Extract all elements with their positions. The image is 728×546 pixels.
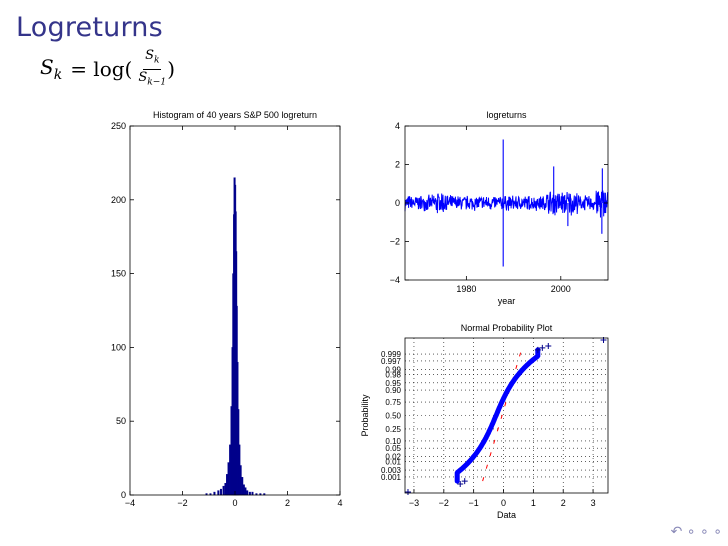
histogram-xtick-label: 4 (337, 498, 342, 508)
npp-ytick-label: 0.01 (385, 458, 401, 467)
npp-ytick-label: 0.997 (381, 357, 402, 366)
timeseries-ytick-label: −2 (390, 237, 400, 247)
histogram-bar (213, 491, 216, 496)
timeseries-ytick-label: −4 (390, 275, 400, 285)
npp-reference-line (482, 349, 522, 482)
npp-data-curve (454, 347, 541, 484)
npp-xlabel: Data (497, 510, 516, 520)
histogram-ytick-label: 250 (111, 121, 126, 131)
npp-xtick-label: 3 (591, 498, 596, 508)
histogram-ytick-label: 100 (111, 342, 126, 352)
npp-xtick-label: −1 (469, 498, 479, 508)
timeseries-xlabel: year (498, 296, 516, 306)
npp-ytick-label: 0.999 (381, 350, 402, 359)
npp-tail-marker (539, 344, 546, 351)
npp-xtick-label: −3 (409, 498, 419, 508)
npp-ylabel: Probability (360, 394, 370, 437)
timeseries-ytick-label: 2 (395, 160, 400, 170)
histogram-ytick-label: 0 (121, 490, 126, 500)
npp-xtick-label: −2 (439, 498, 449, 508)
histogram-xtick-label: −2 (177, 498, 187, 508)
normal-probability-plot: Normal Probability Plot0.0010.0030.010.0… (360, 323, 609, 520)
npp-ytick-label: 0.99 (385, 365, 401, 374)
formula-log: = log( (70, 57, 133, 82)
timeseries-ytick-label: 0 (395, 198, 400, 208)
npp-outlier-marker (404, 489, 411, 496)
formula-fraction: Sk Sk−1 (138, 48, 167, 88)
histogram-bar (251, 491, 254, 496)
npp-xtick-label: 2 (561, 498, 566, 508)
navigation-icons[interactable]: ↶ ∘ ∘ ∘ (670, 524, 722, 540)
logreturn-formula: Sk = log( Sk Sk−1 ) (40, 48, 175, 90)
formula-lhs: Sk (40, 55, 63, 84)
timeseries-ytick-label: 4 (395, 121, 400, 131)
npp-title: Normal Probability Plot (461, 323, 553, 333)
npp-ytick-label: 0.003 (381, 466, 402, 475)
histogram-bar (219, 488, 222, 496)
histogram-bar (224, 482, 227, 496)
npp-tail-marker (461, 478, 468, 485)
timeseries-title: logreturns (486, 110, 527, 120)
npp-ytick-label: 0.25 (385, 425, 401, 434)
npp-ytick-label: 0.50 (385, 412, 401, 421)
histogram-bar (222, 485, 225, 496)
npp-tail-marker (545, 342, 552, 349)
npp-ytick-label: 0.75 (385, 398, 401, 407)
npp-xtick-label: 1 (531, 498, 536, 508)
histogram-bar (242, 484, 245, 496)
histogram-bar (241, 477, 244, 496)
npp-ytick-label: 0.02 (385, 452, 401, 461)
histogram-bar (239, 465, 242, 496)
npp-tail-marker (534, 346, 541, 353)
formula-close: ) (167, 57, 175, 82)
npp-ytick-label: 0.98 (385, 371, 401, 380)
histogram-xtick-label: 2 (285, 498, 290, 508)
histogram-ytick-label: 150 (111, 269, 126, 279)
npp-xtick-label: 0 (501, 498, 506, 508)
slide-title: Logreturns (16, 12, 163, 43)
npp-ytick-label: 0.95 (385, 379, 401, 388)
timeseries-xtick-label: 1980 (456, 284, 476, 294)
histogram-bar (226, 474, 229, 496)
npp-axes-box (404, 337, 609, 494)
timeseries-xtick-label: 2000 (551, 284, 571, 294)
histogram-ytick-label: 50 (116, 416, 126, 426)
histogram-title: Histogram of 40 years S&P 500 logreturn (153, 110, 317, 120)
histogram-bar (227, 462, 230, 496)
histogram-chart: Histogram of 40 years S&P 500 logreturn −… (111, 110, 343, 508)
npp-ytick-label: 0.05 (385, 444, 401, 453)
histogram-bar (244, 487, 247, 496)
npp-ytick-label: 0.10 (385, 437, 401, 446)
npp-tail-marker (457, 481, 464, 488)
histogram-xtick-label: 0 (232, 498, 237, 508)
timeseries-line (404, 190, 609, 218)
logreturns-timeseries-chart: logreturns 1980 2000 −4 −2 0 2 4 year (390, 110, 609, 306)
histogram-ytick-label: 200 (111, 195, 126, 205)
histogram-bar (248, 491, 251, 496)
npp-ytick-label: 0.001 (381, 473, 402, 482)
histogram-bar (246, 490, 249, 496)
npp-ytick-label: 0.90 (385, 386, 401, 395)
histogram-xtick-label: −4 (125, 498, 135, 508)
histogram-bar (217, 490, 220, 496)
